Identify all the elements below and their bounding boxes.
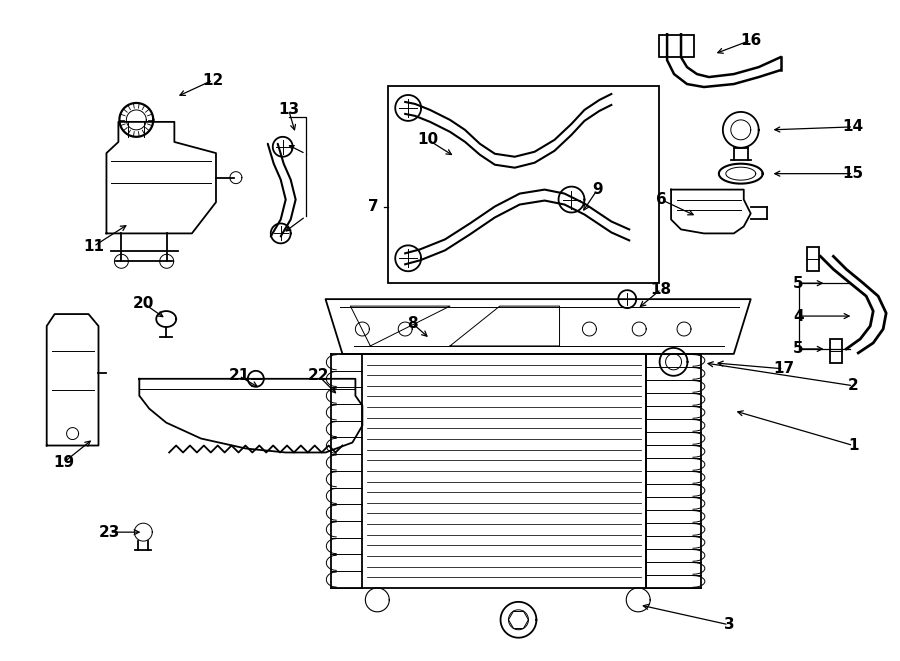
Text: 6: 6: [656, 192, 667, 207]
Text: 7: 7: [368, 199, 378, 214]
Bar: [807, 247, 819, 271]
Text: 16: 16: [740, 33, 761, 48]
Text: 9: 9: [592, 182, 603, 197]
Bar: [363, 354, 646, 588]
Text: 19: 19: [53, 455, 74, 470]
Text: 5: 5: [793, 342, 804, 356]
Bar: [831, 339, 842, 363]
Text: 8: 8: [407, 315, 418, 330]
Bar: [388, 86, 659, 283]
Bar: [659, 35, 694, 57]
Text: 10: 10: [418, 132, 438, 147]
Text: 2: 2: [848, 378, 859, 393]
Text: 23: 23: [99, 525, 120, 539]
Text: 21: 21: [229, 368, 249, 383]
Text: 4: 4: [793, 309, 804, 324]
Text: 13: 13: [278, 102, 299, 118]
Text: 11: 11: [83, 239, 104, 254]
Text: 20: 20: [132, 295, 154, 311]
Text: 5: 5: [793, 276, 804, 291]
Text: 18: 18: [651, 282, 671, 297]
Text: 3: 3: [724, 617, 734, 633]
Text: 1: 1: [848, 438, 859, 453]
Text: 15: 15: [842, 166, 864, 181]
Text: 22: 22: [308, 368, 329, 383]
Text: 14: 14: [842, 120, 864, 134]
Text: 17: 17: [773, 362, 794, 376]
Text: 12: 12: [202, 73, 223, 87]
